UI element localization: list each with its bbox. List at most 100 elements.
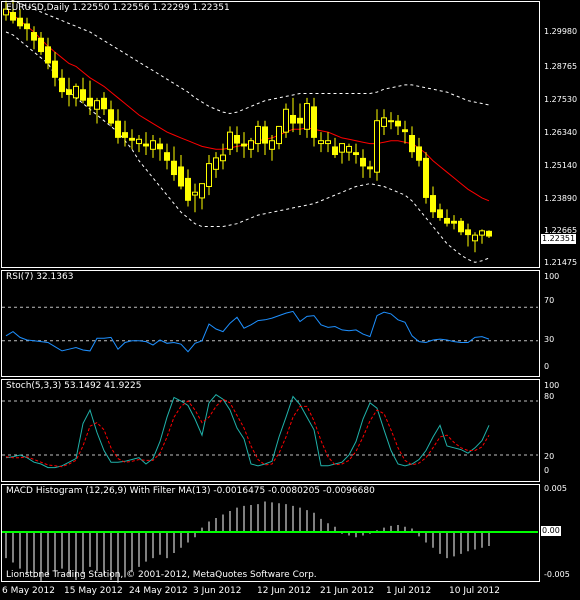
price-axis-label: 1.23890: [544, 194, 578, 203]
candle-body-bear: [87, 97, 93, 107]
candle-body-bull: [227, 131, 233, 150]
candle-body-bull: [248, 140, 254, 150]
price-axis-label: 1.25140: [544, 161, 578, 170]
price-axis-label: 1.27530: [544, 95, 578, 104]
stoch-axis-label: 80: [544, 392, 555, 401]
candle-body-bull: [339, 143, 345, 153]
date-label: 21 Jun 2012: [320, 586, 375, 596]
macd-zero-label: 0.00: [541, 526, 561, 536]
candle-body-bull: [255, 125, 261, 145]
candle-body-bear: [451, 220, 457, 224]
macd-axis-label: 0.005: [544, 484, 567, 493]
candle-body-bear: [465, 229, 471, 236]
candle-body-bull: [283, 108, 289, 133]
candle-body-bear: [24, 23, 30, 30]
candle-body-bear: [311, 106, 317, 138]
stoch-header: Stoch(5,3,3) 53.1492 41.9225: [6, 381, 142, 391]
candle-body-bear: [241, 143, 247, 147]
candle-body-bear: [45, 46, 51, 64]
candle-body-bear: [52, 60, 58, 78]
candle-body-bear: [437, 209, 443, 218]
candle-body-bear: [80, 89, 86, 101]
candle-body-bull: [150, 140, 156, 150]
rsi-axis-label: 30: [544, 335, 555, 344]
date-label: 10 Jul 2012: [449, 586, 500, 596]
candle-body-bull: [94, 100, 100, 110]
candle-body-bear: [10, 12, 16, 21]
candle-body-bull: [136, 138, 142, 145]
macd-pane[interactable]: [1, 484, 540, 582]
candle-body-bull: [304, 103, 310, 130]
candle-body-bull: [318, 140, 324, 145]
candle-body-bear: [59, 77, 65, 93]
candle-body-bear: [17, 17, 23, 27]
date-label: 12 Jun 2012: [257, 586, 312, 596]
candle-body-bull: [346, 145, 352, 153]
price-header: EURUSD,Daily 1.22550 1.22556 1.22299 1.2…: [6, 3, 230, 13]
candle-body-bear: [416, 146, 422, 161]
price-axis-label: 1.22665: [544, 226, 578, 235]
stoch-pane[interactable]: [1, 379, 540, 482]
candle-body-bull: [325, 140, 331, 145]
stoch-axis-label: 100: [544, 381, 560, 390]
candle-body-bear: [38, 37, 44, 53]
candle-body-bear: [395, 120, 401, 127]
candle-body-bull: [388, 120, 394, 123]
candle-body-bear: [101, 97, 107, 110]
candle-body-bear: [31, 32, 37, 41]
candle-body-bull: [199, 183, 205, 199]
candle-body-bear: [409, 135, 415, 153]
price-axis-label: 1.26340: [544, 128, 578, 137]
rsi-pane[interactable]: [1, 270, 540, 377]
price-axis-label: 1.29980: [544, 27, 578, 36]
candle-body-bear: [234, 135, 240, 144]
candle-body-bull: [206, 163, 212, 187]
price-axis-label: 1.28765: [544, 62, 578, 71]
bollinger-lower-line: [5, 31, 490, 263]
date-label: 1 Jul 2012: [386, 586, 432, 596]
candle-body-bear: [262, 126, 268, 144]
candle-body-bear: [185, 177, 191, 201]
candle-body-bear: [66, 89, 72, 95]
candle-body-bull: [276, 125, 282, 145]
candle-body-bull: [472, 234, 478, 242]
candle-body-bear: [402, 129, 408, 133]
candle-body-bull: [269, 140, 275, 150]
rsi-axis-label: 100: [544, 272, 560, 281]
moving-average-line: [5, 8, 490, 202]
main-price-pane[interactable]: [1, 1, 540, 268]
candle-body-bull: [220, 154, 226, 162]
candle-body-bear: [171, 160, 177, 176]
candle-body-bull: [213, 157, 219, 170]
candle-body-bear: [486, 230, 492, 237]
date-label: 15 May 2012: [64, 586, 123, 596]
candle-body-bear: [297, 117, 303, 124]
candle-body-bear: [458, 220, 464, 233]
macd-header: MACD Histogram (12,26,9) With Filter MA(…: [6, 486, 375, 496]
candle-body-bear: [444, 217, 450, 224]
rsi-header: RSI(7) 32.1363: [6, 272, 74, 282]
candle-body-bear: [367, 166, 373, 170]
bollinger-upper-line: [10, 0, 490, 115]
candle-body-bull: [381, 117, 387, 127]
candle-body-bull: [73, 85, 79, 99]
rsi-axis-label: 0: [544, 362, 550, 371]
date-label: 6 May 2012: [2, 586, 55, 596]
candle-body-bear: [178, 166, 184, 187]
rsi-axis-label: 70: [544, 296, 555, 305]
candle-body-bear: [122, 132, 128, 138]
candle-body-bear: [164, 152, 170, 161]
candle-body-bear: [115, 120, 121, 138]
stoch-axis-label: 20: [544, 452, 555, 461]
candle-body-bull: [479, 230, 485, 236]
candle-body-bear: [332, 146, 338, 156]
current-price-label: 1.22351: [541, 234, 577, 244]
candle-body-bull: [374, 120, 380, 173]
candle-body-bear: [423, 157, 429, 198]
candle-body-bear: [129, 137, 135, 141]
candle-body-bear: [108, 109, 114, 124]
candle-body-bear: [353, 152, 359, 156]
date-label: 3 Jun 2012: [193, 586, 242, 596]
price-axis-label: 1.21475: [544, 258, 578, 267]
